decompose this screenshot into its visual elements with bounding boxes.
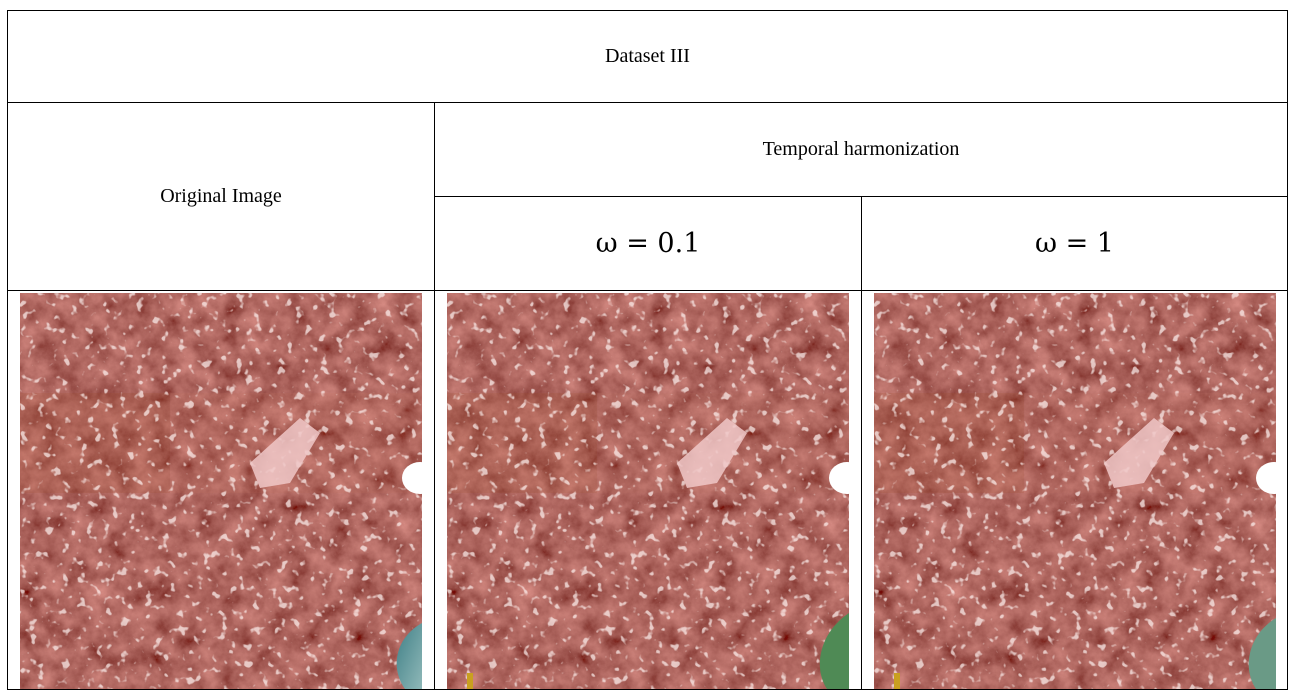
column-subheader: ω = 0.1: [435, 197, 862, 291]
page: Dataset III Original Image Temporal harm…: [0, 0, 1293, 686]
results-table: Dataset III Original Image Temporal harm…: [7, 10, 1288, 690]
image-cell: [8, 291, 435, 690]
satellite-image: [874, 293, 1276, 689]
column-group-header: Temporal harmonization: [435, 103, 1288, 197]
satellite-image: [447, 293, 849, 689]
image-cell: [862, 291, 1288, 690]
column-subheader: ω = 1: [862, 197, 1288, 291]
image-cell: [435, 291, 862, 690]
column-header: Original Image: [8, 103, 435, 291]
table-title: Dataset III: [8, 11, 1288, 103]
satellite-image: [20, 293, 422, 689]
